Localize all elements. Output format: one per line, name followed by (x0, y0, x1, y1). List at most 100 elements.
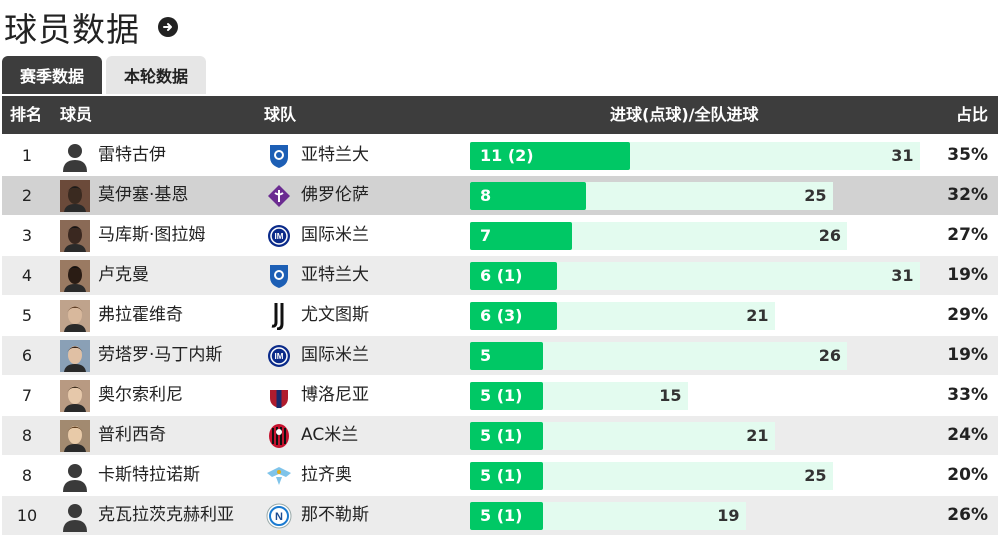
rank-cell: 3 (21, 226, 33, 245)
player-goals-label: 6 (1) (480, 266, 523, 285)
table-row[interactable]: 10 克瓦拉茨克赫利亚 N 那不勒斯 5 (1) 19 26% (2, 496, 998, 536)
header-player[interactable]: 球员 (60, 105, 93, 124)
goal-share-cell: 32% (947, 185, 988, 205)
page-header: 球员数据 (4, 6, 178, 49)
goals-bar: 5 (1) 25 (470, 462, 833, 490)
player-goals-label: 6 (3) (480, 306, 523, 325)
table-row[interactable]: 6 劳塔罗·马丁内斯 IM 国际米兰 5 26 19% (2, 336, 998, 376)
goal-share-cell: 27% (947, 225, 988, 245)
player-name-link[interactable]: 弗拉霍维奇 (98, 305, 183, 325)
table-body: 1 雷特古伊 亚特兰大 11 (2) 31 35% 2 莫伊塞·基恩 佛罗伦萨 8 25 32% 3 马库… (2, 136, 998, 536)
player-avatar (60, 180, 90, 212)
team-name-link[interactable]: 国际米兰 (301, 225, 369, 245)
player-avatar (60, 380, 90, 412)
player-avatar (60, 220, 90, 252)
player-goals-label: 5 (1) (480, 426, 523, 445)
team-goals-label: 31 (891, 146, 914, 165)
header-goals[interactable]: 进球(点球)/全队进球 (610, 105, 759, 124)
player-name-link[interactable]: 劳塔罗·马丁内斯 (98, 345, 223, 365)
team-name-link[interactable]: 国际米兰 (301, 345, 369, 365)
team-name-link[interactable]: 亚特兰大 (301, 145, 369, 165)
table-row[interactable]: 8 普利西奇 AC米兰 5 (1) 21 24% (2, 416, 998, 456)
atalanta-logo (266, 262, 292, 290)
goals-bar: 5 (1) 15 (470, 382, 688, 410)
header-rank[interactable]: 排名 (10, 105, 43, 124)
player-name-link[interactable]: 莫伊塞·基恩 (98, 185, 189, 205)
svg-text:N: N (275, 511, 283, 523)
tab-season-stats[interactable]: 赛季数据 (2, 56, 103, 94)
player-name-link[interactable]: 雷特古伊 (98, 145, 166, 165)
team-name-link[interactable]: 佛罗伦萨 (301, 185, 369, 205)
acmilan-logo (266, 422, 292, 450)
goal-share-cell: 35% (947, 145, 988, 165)
player-goals-label: 11 (2) (480, 146, 534, 165)
goal-share-cell: 24% (947, 425, 988, 445)
team-name-link[interactable]: 博洛尼亚 (301, 385, 369, 405)
player-name-link[interactable]: 克瓦拉茨克赫利亚 (98, 505, 234, 525)
rank-cell: 1 (21, 146, 33, 165)
player-avatar (60, 140, 90, 172)
goals-bar: 5 (1) 19 (470, 502, 746, 530)
team-name-link[interactable]: 亚特兰大 (301, 265, 369, 285)
rank-cell: 2 (21, 186, 33, 205)
goals-bar: 11 (2) 31 (470, 142, 920, 170)
goals-bar: 6 (3) 21 (470, 302, 775, 330)
team-name-link[interactable]: 那不勒斯 (301, 505, 369, 525)
tab-bar: 赛季数据 本轮数据 (2, 56, 210, 94)
player-avatar (60, 460, 90, 492)
player-goals-label: 5 (1) (480, 506, 523, 525)
table-row[interactable]: 4 卢克曼 亚特兰大 6 (1) 31 19% (2, 256, 998, 296)
table-row[interactable]: 7 奥尔索利尼 博洛尼亚 5 (1) 15 33% (2, 376, 998, 416)
goals-bar: 5 (1) 21 (470, 422, 775, 450)
player-goals-bar (470, 422, 543, 450)
player-name-link[interactable]: 奥尔索利尼 (98, 385, 183, 405)
page-title: 球员数据 (4, 10, 140, 49)
player-goals-bar (470, 302, 557, 330)
goal-share-cell: 33% (947, 385, 988, 405)
player-goals-bar (470, 182, 586, 210)
table-row[interactable]: 8 卡斯特拉诺斯 拉齐奥 5 (1) 25 20% (2, 456, 998, 496)
team-goals-label: 25 (804, 186, 827, 205)
svg-text:IM: IM (275, 232, 284, 241)
goal-share-cell: 29% (947, 305, 988, 325)
table-row[interactable]: 1 雷特古伊 亚特兰大 11 (2) 31 35% (2, 136, 998, 176)
rank-cell: 8 (21, 466, 33, 485)
table-row[interactable]: 2 莫伊塞·基恩 佛罗伦萨 8 25 32% (2, 176, 998, 216)
player-name-link[interactable]: 普利西奇 (98, 425, 166, 445)
team-name-link[interactable]: 拉齐奥 (301, 465, 352, 485)
player-goals-bar (470, 382, 543, 410)
player-goals-bar (470, 262, 557, 290)
player-avatar (60, 260, 90, 292)
team-name-link[interactable]: AC米兰 (301, 425, 359, 445)
rank-cell: 7 (21, 386, 33, 405)
header-team[interactable]: 球队 (264, 105, 297, 124)
team-goals-label: 15 (659, 386, 682, 405)
player-goals-label: 7 (480, 226, 492, 245)
player-goals-bar (470, 502, 543, 530)
goals-bar: 7 26 (470, 222, 847, 250)
team-goals-label: 21 (746, 306, 769, 325)
rank-cell: 4 (21, 266, 33, 285)
player-goals-label: 5 (1) (480, 466, 523, 485)
svg-text:IM: IM (275, 352, 284, 361)
team-goals-label: 26 (818, 346, 841, 365)
header-pct[interactable]: 占比 (955, 105, 988, 124)
tab-round-stats[interactable]: 本轮数据 (106, 56, 207, 94)
inter-logo: IM (266, 222, 292, 250)
team-name-link[interactable]: 尤文图斯 (301, 305, 369, 325)
table-row[interactable]: 3 马库斯·图拉姆 IM 国际米兰 7 26 27% (2, 216, 998, 256)
player-goals-label: 5 (480, 346, 492, 365)
bologna-logo (266, 382, 292, 410)
player-goals-bar (470, 342, 543, 370)
player-goals-label: 8 (480, 186, 492, 205)
player-goals-label: 5 (1) (480, 386, 523, 405)
team-goals-label: 21 (746, 426, 769, 445)
arrow-right-circle-icon[interactable] (158, 17, 178, 37)
goals-bar: 5 26 (470, 342, 847, 370)
rank-cell: 8 (21, 426, 33, 445)
player-name-link[interactable]: 卢克曼 (98, 265, 149, 285)
player-name-link[interactable]: 马库斯·图拉姆 (98, 225, 206, 245)
player-name-link[interactable]: 卡斯特拉诺斯 (98, 465, 200, 485)
table-row[interactable]: 5 弗拉霍维奇 尤文图斯 6 (3) 21 29% (2, 296, 998, 336)
player-avatar (60, 500, 90, 532)
